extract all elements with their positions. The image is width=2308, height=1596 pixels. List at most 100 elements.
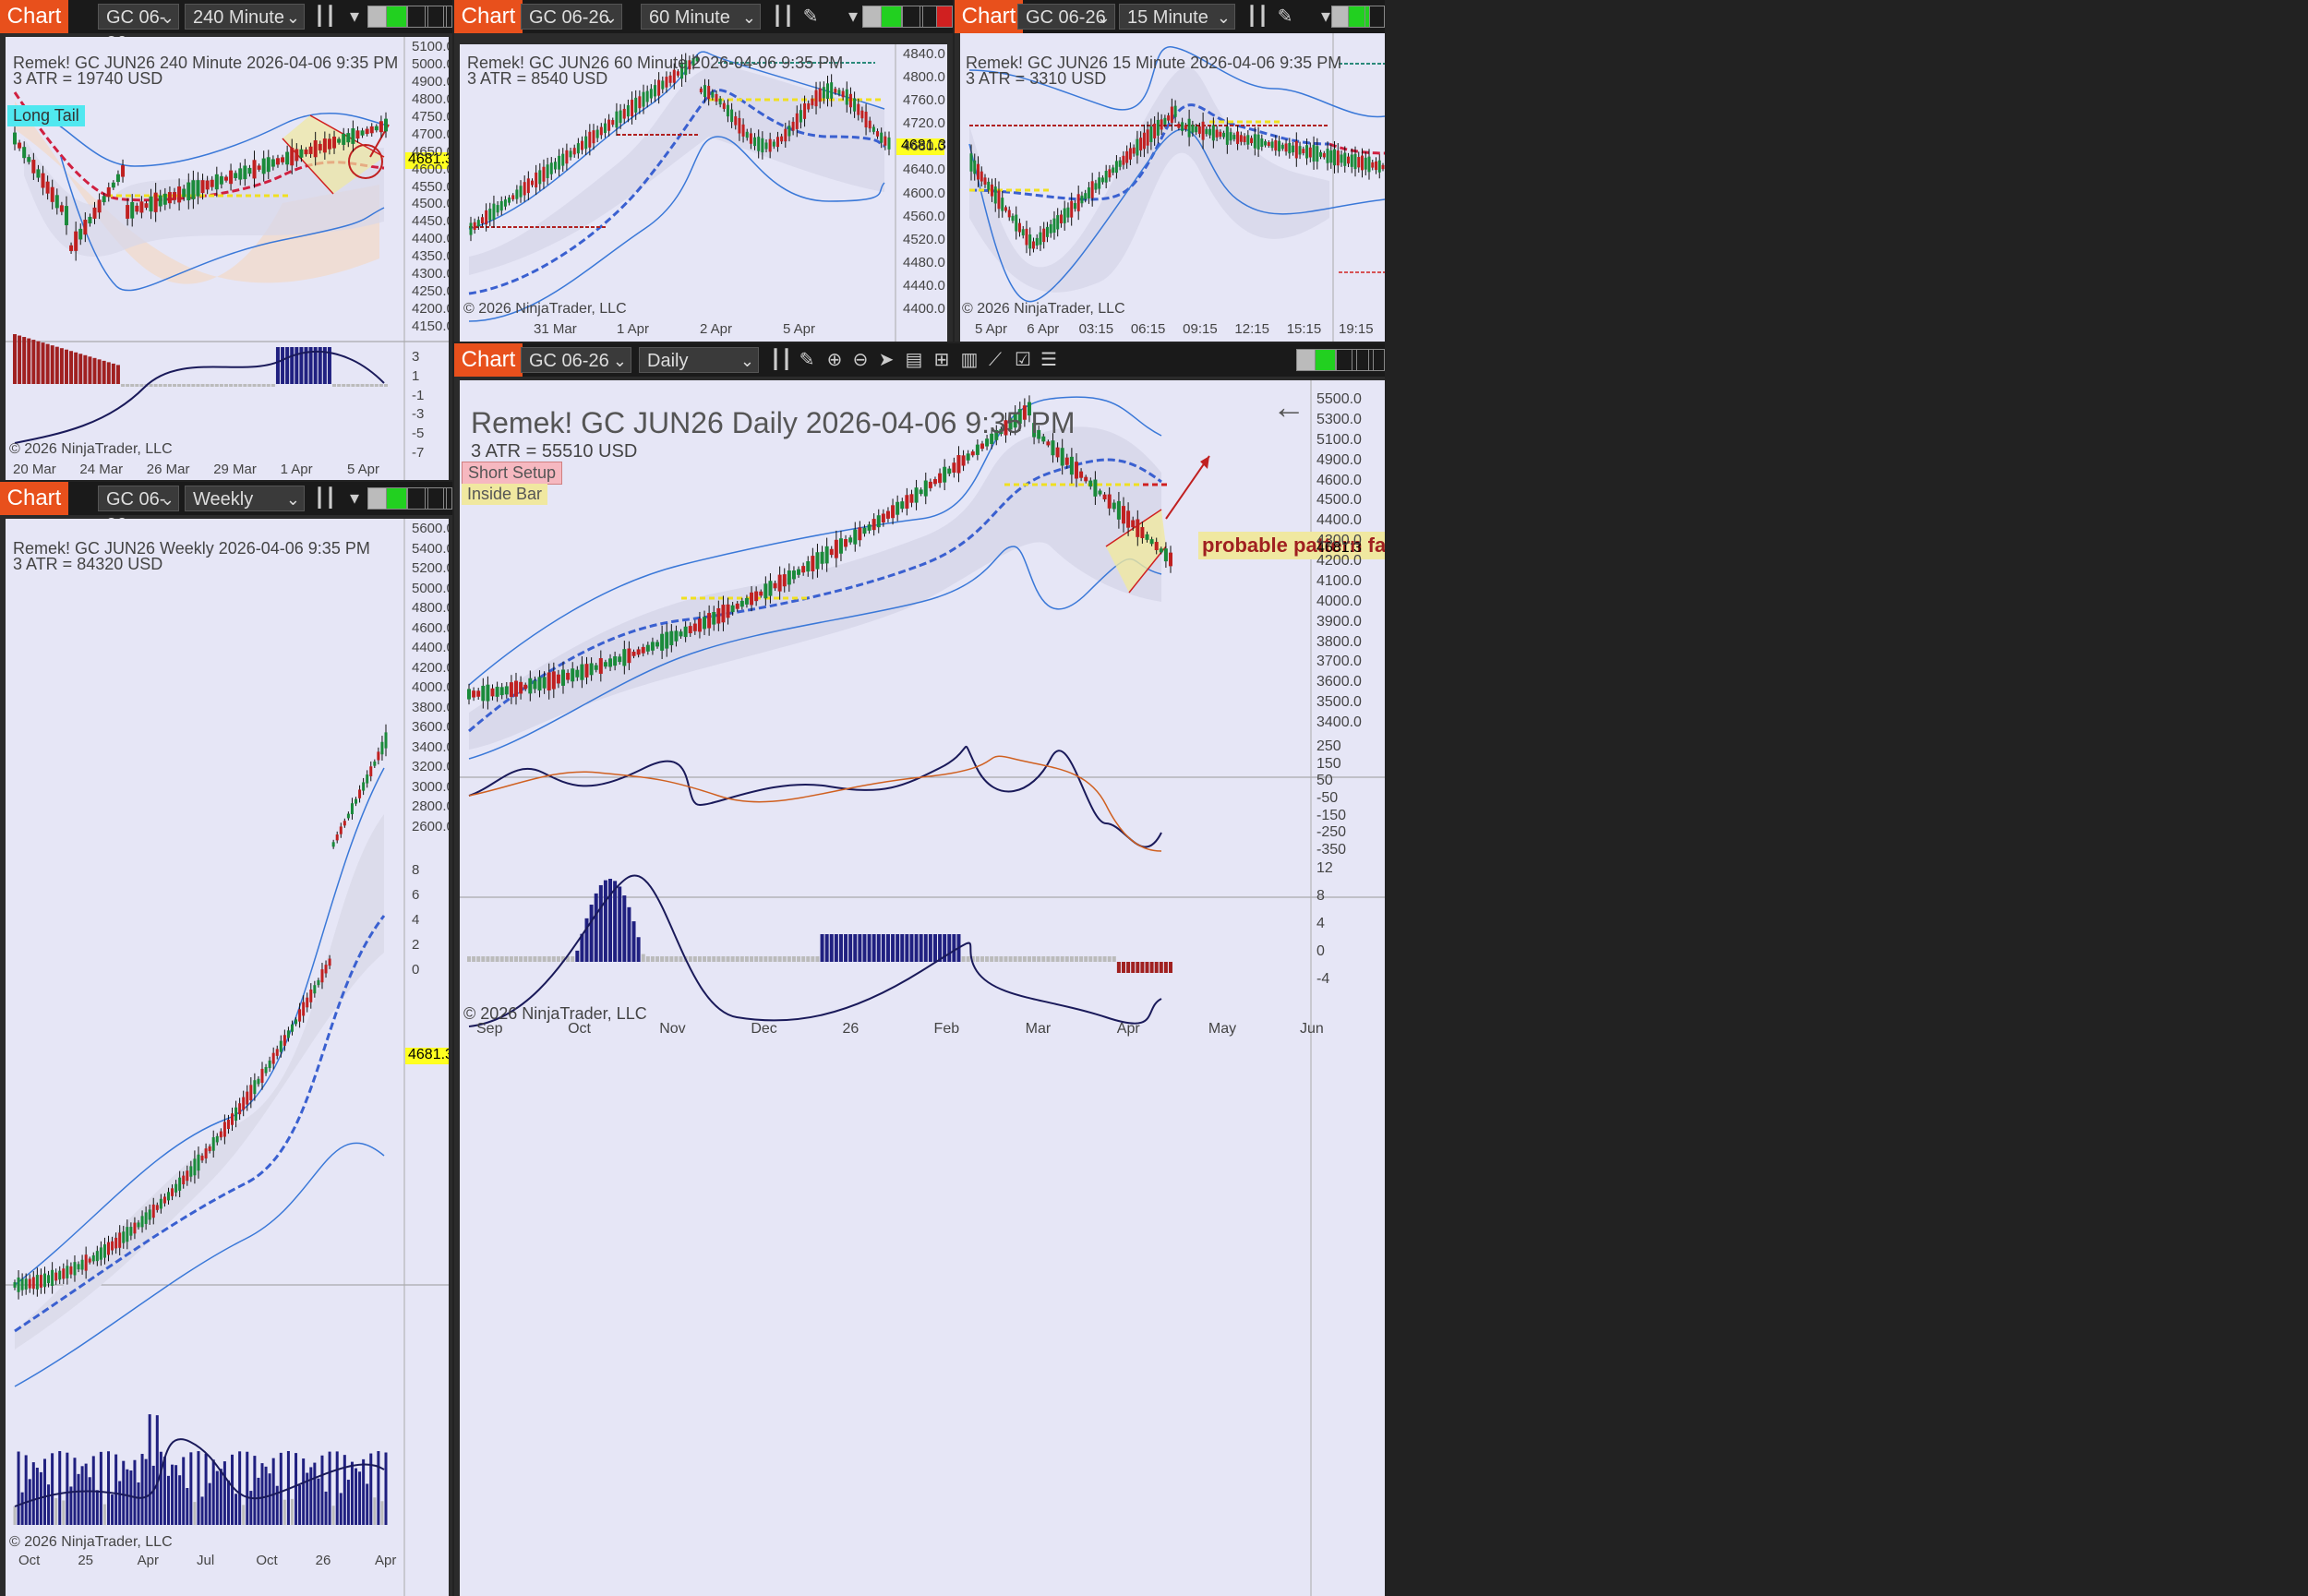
interval-selector[interactable]: 15 Minute ⌄ [1119,4,1235,30]
histogram-bar [69,351,74,384]
axis-label: 4800.0 [412,90,449,107]
chart-tab[interactable]: Chart [0,0,68,33]
histogram-bar [153,384,158,387]
histogram-bar [219,1469,222,1525]
instrument-selector[interactable]: GC 06-26⌄ [521,347,631,373]
histogram-bar [249,1491,253,1525]
candle-body [107,1242,111,1255]
axis-label: 4350.0 [412,248,449,265]
candle-body [234,1107,238,1122]
chart-trader-icon[interactable]: ⊞ [933,350,950,370]
candle-body [238,1103,242,1115]
candle-body [299,149,304,158]
candle-body [335,834,339,841]
candle-body [558,155,561,170]
data-box-icon[interactable]: ▤ [905,350,923,370]
minimize-button[interactable] [1364,6,1385,28]
list-icon[interactable]: ☰ [1040,350,1057,370]
candle-body [469,222,473,235]
chevron-down-icon[interactable]: ▾ [349,6,360,27]
instrument-selector[interactable]: GC 06-26⌄ [98,4,179,54]
close-button[interactable] [936,6,953,28]
bar-type-icon[interactable]: ┃┃ [314,6,337,27]
cursor-icon[interactable]: ➤ [878,350,895,370]
properties-icon[interactable]: ☑ [1015,350,1031,370]
interval-selector[interactable]: 240 Minute ⌄ [185,4,305,30]
chart-panel[interactable]: Remek! GC JUN26 240 Minute 2026-04-06 9:… [6,37,449,480]
maximize-button[interactable] [425,6,447,28]
histogram-bar [252,384,257,387]
bar-type-icon[interactable]: ┃┃ [772,6,795,27]
chart-tab[interactable]: Chart [454,0,523,33]
histogram-bar [777,956,782,962]
link-green-button[interactable] [881,6,903,28]
maximize-button[interactable] [425,487,447,510]
link-green-button[interactable] [1348,6,1370,28]
close-button[interactable] [443,6,452,28]
link-green-button[interactable] [1315,349,1337,371]
axis-label: 3200.0 [412,759,449,775]
drawing-tool-icon[interactable]: ✎ [1277,6,1293,27]
histogram-bar [211,1459,215,1525]
candle-body [275,158,280,165]
interval-selector[interactable]: 60 Minute ⌄ [641,4,761,30]
bar-type-icon[interactable]: ┃┃ [314,488,337,509]
chart-panel[interactable]: Remek! GC JUN26 15 Minute 2026-04-06 9:3… [960,33,1385,342]
chart-tab[interactable]: Chart [454,343,523,377]
close-button[interactable] [443,487,452,510]
maximize-button[interactable] [1352,349,1374,371]
candle-body [683,626,688,638]
zoom-out-icon[interactable]: ⊖ [852,350,869,370]
zoom-in-icon[interactable]: ⊕ [826,350,843,370]
histogram-bar [331,1506,335,1525]
candle-body [905,495,909,509]
instrument-selector[interactable]: GC 06-26⌄ [521,4,622,30]
histogram-bar [306,1472,309,1525]
histogram-bar [928,934,932,962]
candle-body [197,1154,200,1171]
histogram-bar [54,346,59,384]
candle-body [990,184,993,197]
drawing-tool-icon[interactable]: ✎ [802,6,819,27]
candle-body [1149,539,1154,545]
chevron-down-icon[interactable]: ▾ [349,488,360,509]
drawing-tool-icon[interactable]: ✎ [799,350,815,370]
interval-selector[interactable]: Daily ⌄ [639,347,759,373]
chevron-down-icon[interactable]: ▾ [847,6,859,27]
histogram-bar [31,340,36,384]
minimize-button[interactable] [406,6,428,28]
histogram-bar [1069,956,1074,962]
chart-panel[interactable]: Remek! GC JUN26 Weekly 2026-04-06 9:35 P… [6,519,449,1596]
minimize-button[interactable] [1335,349,1357,371]
bar-type-icon[interactable]: ┃┃ [1246,6,1269,27]
chevron-down-icon[interactable]: ▾ [1320,6,1331,27]
chart-tab[interactable]: Chart [0,482,68,515]
histogram-bar [24,1455,28,1525]
candle-body [486,684,490,702]
axis-label: -50 [1316,790,1339,806]
histogram-bar [139,384,144,387]
back-arrow-icon[interactable]: ← [1272,388,1305,426]
chart-tab[interactable]: Chart [955,0,1023,33]
minimize-button[interactable] [901,6,923,28]
histogram-bar [782,956,787,962]
bar-type-icon[interactable]: ┃┃ [770,350,793,370]
histogram-bar [603,880,607,962]
instrument-selector[interactable]: GC 06-26⌄ [1017,4,1115,30]
link-green-button[interactable] [386,487,408,510]
minimize-button[interactable] [406,487,428,510]
histogram-bar [692,956,697,962]
indicators-icon[interactable]: ▥ [960,350,979,370]
close-button[interactable] [1368,349,1385,371]
link-green-button[interactable] [386,6,408,28]
instrument-selector[interactable]: GC 06-26⌄ [98,486,179,535]
histogram-bar [122,1460,126,1525]
pattern-annotation: probable pattern failure [1198,532,1385,559]
candle-body [830,82,834,99]
chart-panel[interactable]: Remek! GC JUN26 60 Minute 2026-04-06 9:3… [460,44,947,342]
interval-selector[interactable]: Weekly ⌄ [185,486,305,511]
daily-panel[interactable]: Remek! GC JUN26 Daily 2026-04-06 9:35 PM… [460,380,1385,1596]
histogram-bar [45,343,50,384]
histogram-bar [876,934,881,962]
strategies-icon[interactable]: ⟋ [989,350,1002,370]
